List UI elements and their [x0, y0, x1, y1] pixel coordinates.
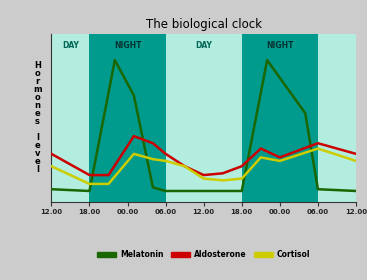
Bar — [242, 34, 318, 202]
Text: DAY: DAY — [195, 41, 212, 50]
Text: DAY: DAY — [62, 41, 79, 50]
Text: NIGHT: NIGHT — [266, 41, 294, 50]
Bar — [90, 34, 166, 202]
Y-axis label: H
o
r
m
o
n
e
s
 
l
e
v
e
l: H o r m o n e s l e v e l — [33, 61, 42, 174]
Title: The biological clock: The biological clock — [146, 18, 262, 31]
Text: NIGHT: NIGHT — [114, 41, 141, 50]
Legend: Melatonin, Aldosterone, Cortisol: Melatonin, Aldosterone, Cortisol — [94, 248, 313, 263]
